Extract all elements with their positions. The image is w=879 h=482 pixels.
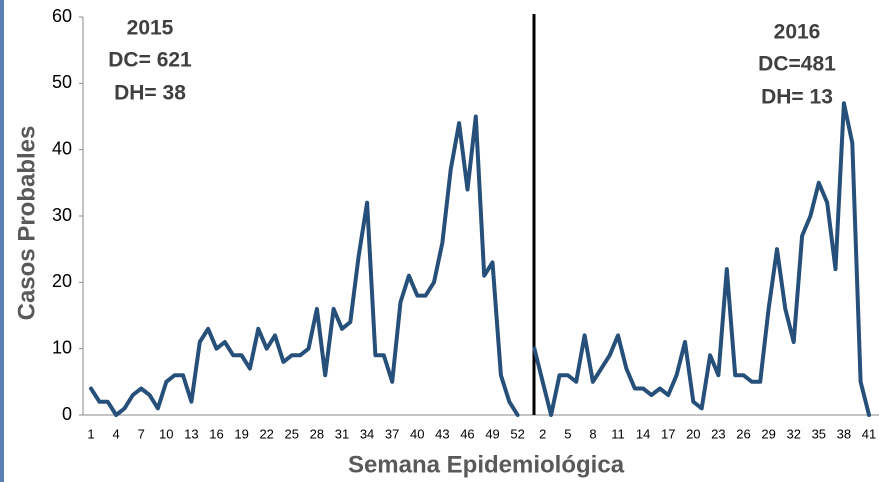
- x-tick-label: 14: [636, 426, 650, 441]
- x-tick-label: 11: [611, 426, 625, 441]
- annotation-line: 2015: [127, 17, 174, 40]
- x-tick-label: 34: [360, 426, 374, 441]
- x-tick-label: 1: [87, 426, 94, 441]
- x-tick-label: 41: [862, 426, 876, 441]
- frame-edge: [0, 0, 4, 482]
- y-tick-label: 30: [52, 205, 72, 225]
- x-tick-label: 20: [686, 426, 700, 441]
- x-tick-label: 52: [510, 426, 524, 441]
- annotation-line: DC=481: [758, 53, 836, 76]
- x-tick-label: 29: [761, 426, 775, 441]
- y-axis-label: Casos Probables: [13, 126, 40, 321]
- x-tick-label: 26: [736, 426, 750, 441]
- y-tick-label: 20: [52, 271, 72, 291]
- x-axis-label: Semana Epidemiológica: [348, 451, 625, 478]
- x-tick-label: 37: [385, 426, 399, 441]
- x-tick-label: 23: [711, 426, 725, 441]
- x-tick-label: 38: [837, 426, 851, 441]
- x-tick-label: 32: [786, 426, 800, 441]
- x-tick-label: 25: [285, 426, 299, 441]
- y-tick-label: 40: [52, 138, 72, 158]
- x-tick-label: 17: [661, 426, 675, 441]
- x-tick-label: 2: [539, 426, 546, 441]
- x-tick-label: 19: [234, 426, 248, 441]
- x-tick-label: 7: [138, 426, 145, 441]
- x-tick-label: 35: [812, 426, 826, 441]
- x-tick-label: 8: [589, 426, 596, 441]
- annotation-line: DH= 38: [114, 82, 186, 105]
- annotation-line: DC= 621: [108, 49, 192, 72]
- annotation: 2015 DC= 621 DH= 38: [108, 17, 192, 105]
- y-tick-label: 60: [52, 6, 72, 26]
- data-line: [89, 101, 871, 417]
- x-tick-label: 5: [564, 426, 571, 441]
- y-tick-label: 50: [52, 72, 72, 92]
- y-tick-label: 0: [62, 404, 72, 424]
- x-tick-label: 22: [259, 426, 273, 441]
- x-tick-label: 10: [159, 426, 173, 441]
- x-tick-label: 40: [410, 426, 424, 441]
- x-tick-label: 28: [310, 426, 324, 441]
- x-tick-label: 43: [435, 426, 449, 441]
- y-tick-label: 10: [52, 337, 72, 357]
- x-tick-label: 46: [460, 426, 474, 441]
- annotation-line: 2016: [774, 21, 821, 44]
- annotation: 2016 DC=481 DH= 13: [758, 21, 836, 109]
- x-tick-label: 49: [485, 426, 499, 441]
- x-tick-label: 16: [209, 426, 223, 441]
- annotation-line: DH= 13: [761, 86, 833, 109]
- x-tick-label: 4: [112, 426, 119, 441]
- x-tick-label: 13: [184, 426, 198, 441]
- x-tick-label: 31: [335, 426, 349, 441]
